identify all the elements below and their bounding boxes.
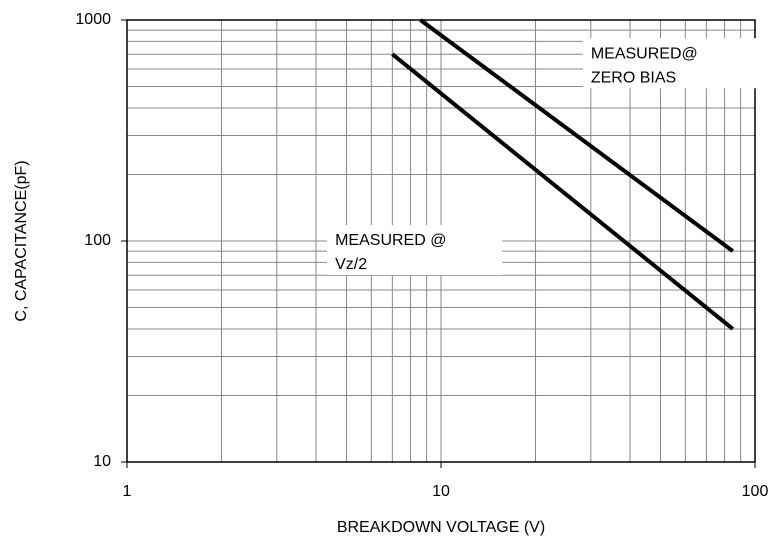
annotation-box [327, 225, 503, 275]
annotation: MEASURED@ [591, 45, 698, 62]
y-axis-label: C, CAPACITANCE(pF) [13, 160, 30, 321]
y-tick-label: 100 [84, 232, 111, 249]
x-tick-label: 100 [742, 483, 769, 500]
plot-frame [126, 19, 756, 463]
annotation-box [582, 38, 758, 89]
annotation: MEASURED @ [335, 232, 446, 249]
annotation: Vz/2 [335, 256, 367, 273]
y-tick-label: 1000 [75, 11, 111, 28]
x-axis-label: BREAKDOWN VOLTAGE (V) [337, 519, 545, 536]
x-tick-label: 1 [123, 483, 132, 500]
y-tick-label: 10 [93, 453, 111, 470]
data-line [391, 52, 735, 331]
data-line [419, 18, 735, 253]
x-tick-label: 10 [432, 483, 450, 500]
annotation: ZERO BIAS [591, 69, 676, 86]
